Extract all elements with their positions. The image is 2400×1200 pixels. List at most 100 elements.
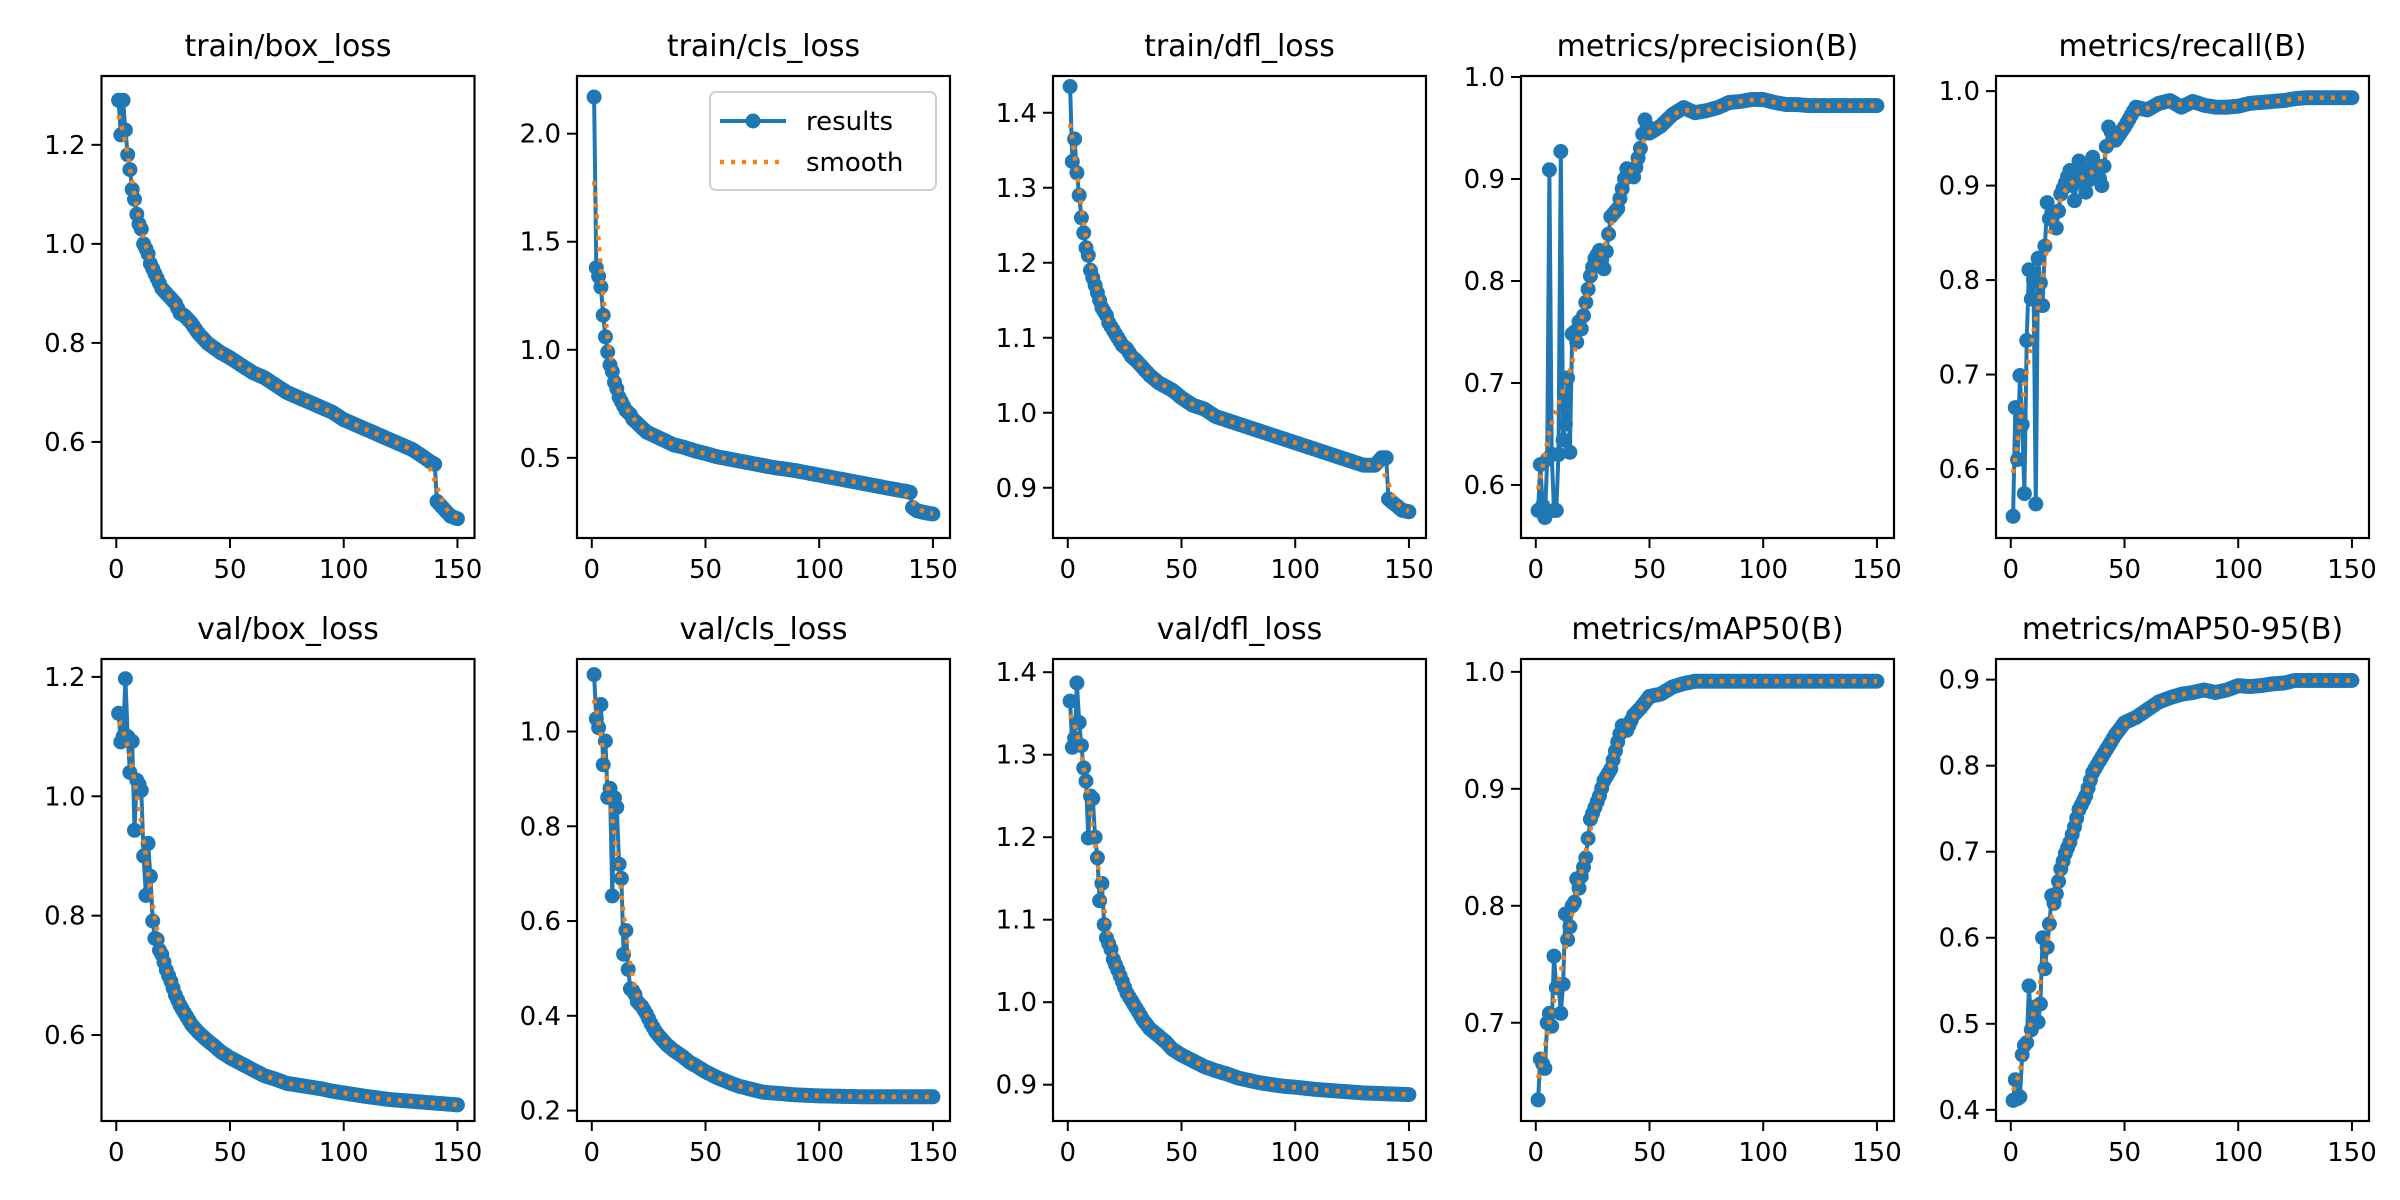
subplot-title: val/box_loss (197, 612, 379, 647)
data-point (142, 868, 158, 884)
y-tick-label: 0.6 (1939, 924, 1980, 954)
data-point (1087, 829, 1103, 845)
data-point (2014, 417, 2030, 433)
x-tick-label: 100 (319, 1138, 369, 1168)
x-tick-label: 150 (908, 555, 958, 585)
data-point (2094, 178, 2110, 194)
x-tick-label: 50 (689, 1138, 722, 1168)
subplot-title: train/box_loss (184, 29, 391, 64)
smooth-line (1535, 97, 1877, 490)
data-point (1560, 370, 1576, 386)
x-tick-label: 0 (108, 1138, 125, 1168)
data-point (1092, 893, 1108, 909)
data-point (145, 913, 161, 929)
x-tick-label: 150 (1852, 555, 1902, 585)
y-tick-label: 0.6 (520, 907, 561, 937)
y-tick-label: 0.7 (1939, 361, 1980, 391)
axes-frame (1994, 74, 2371, 540)
x-tick-label: 50 (689, 555, 722, 585)
axes-frame (1519, 74, 1896, 540)
subplot-title: metrics/precision(B) (1557, 29, 1859, 64)
x-tick-label: 150 (433, 1138, 483, 1168)
x-tick-label: 100 (1270, 1138, 1320, 1168)
axes-frame (1994, 657, 2371, 1123)
data-point (127, 822, 142, 838)
y-tick-label: 0.8 (44, 329, 85, 359)
y-tick-label: 1.0 (520, 717, 561, 747)
x-tick-label: 0 (1060, 1138, 1077, 1168)
data-point (115, 92, 131, 108)
y-tick-label: 1.4 (996, 658, 1037, 688)
data-point (597, 329, 613, 345)
subplot-title: train/dfl_loss (1144, 29, 1335, 64)
data-point (1096, 917, 1112, 933)
data-point (2039, 195, 2055, 211)
x-tick-label: 100 (1270, 555, 1320, 585)
data-point (2344, 673, 2360, 688)
data-point (2005, 508, 2021, 524)
data-point (2035, 298, 2051, 314)
y-tick-label: 0.9 (1464, 165, 1505, 195)
subplot-metrics-map50-b-: metrics/mAP50(B) 0 50 100 150 0.7 0.8 0.9 1.0 (1464, 612, 1902, 1168)
y-tick-label: 1.0 (996, 399, 1037, 429)
y-tick-label: 2.0 (520, 120, 561, 150)
y-tick-label: 0.9 (996, 1071, 1037, 1101)
data-point (1548, 503, 1564, 518)
data-point (1073, 738, 1089, 754)
data-point (1578, 294, 1594, 310)
y-tick-label: 1.0 (1939, 77, 1980, 107)
axes-frame (100, 74, 476, 540)
data-point (449, 511, 465, 527)
data-point (1562, 444, 1578, 460)
y-tick-label: 1.1 (996, 906, 1037, 936)
subplot-val-box-loss: val/box_loss 0 50 100 150 0.6 0.8 1.0 1.2 (44, 612, 482, 1168)
y-tick-label: 1.4 (996, 99, 1037, 129)
x-tick-label: 100 (1738, 555, 1788, 585)
subplot-metrics-recall-b-: metrics/recall(B) 0 50 100 150 0.6 0.7 0.8 0.9 1.… (1939, 29, 2377, 585)
x-tick-label: 100 (319, 555, 369, 585)
data-point (2041, 916, 2057, 932)
data-point (1560, 932, 1576, 948)
data-point (133, 782, 149, 798)
smooth-line (1067, 123, 1410, 513)
subplot-title: metrics/recall(B) (2058, 29, 2306, 64)
y-tick-label: 1.0 (996, 988, 1037, 1018)
x-tick-label: 50 (213, 555, 246, 585)
y-tick-label: 1.2 (996, 823, 1037, 853)
data-point (593, 697, 609, 712)
y-tick-label: 1.0 (1464, 63, 1505, 93)
data-point (595, 757, 611, 773)
y-tick-label: 0.9 (996, 474, 1037, 504)
data-point (586, 89, 602, 105)
y-tick-label: 1.0 (44, 782, 85, 812)
legend-results-label: results (806, 107, 893, 137)
subplot-train-dfl-loss: train/dfl_loss 0 50 100 150 0.9 1.0 1.1 1.2 1.3 1.… (996, 29, 1434, 585)
subplot-train-box-loss: train/box_loss 0 50 100 150 0.6 0.8 1.0 1.2 (44, 29, 482, 585)
x-tick-label: 150 (2327, 555, 2377, 585)
data-point (2096, 158, 2112, 174)
axes-frame (575, 657, 952, 1123)
data-point (591, 720, 607, 736)
x-tick-label: 0 (1528, 555, 1545, 585)
data-point (124, 733, 140, 749)
x-tick-label: 100 (2213, 555, 2263, 585)
data-point (1067, 131, 1083, 147)
x-tick-label: 0 (2003, 1138, 2020, 1168)
data-point (1069, 165, 1085, 181)
x-tick-label: 0 (1060, 555, 1077, 585)
data-point (2007, 400, 2023, 416)
data-point (1869, 98, 1885, 114)
axes-frame (1051, 74, 1428, 540)
data-point (1401, 1087, 1417, 1103)
axes-frame (100, 657, 476, 1123)
subplot-title: metrics/mAP50-95(B) (2022, 612, 2343, 647)
subplot-title: val/cls_loss (680, 612, 848, 647)
x-tick-label: 100 (794, 1138, 844, 1168)
data-point (2021, 978, 2037, 994)
y-tick-label: 1.3 (996, 174, 1037, 204)
data-point (2030, 250, 2046, 266)
x-tick-label: 100 (2213, 1138, 2263, 1168)
subplot-val-dfl-loss: val/dfl_loss 0 50 100 150 0.9 1.0 1.1 1.2 1.3 1.4 (996, 612, 1434, 1168)
data-point (117, 122, 133, 138)
